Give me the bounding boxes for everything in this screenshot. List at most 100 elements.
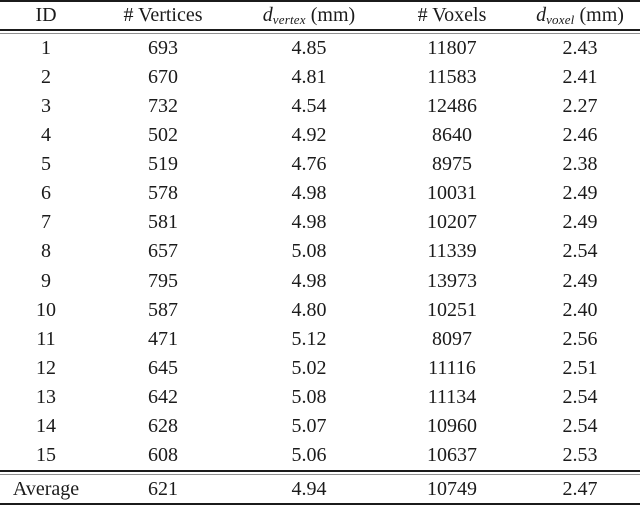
cell-id: 12 xyxy=(36,356,56,379)
header-d-vertex: dvertex (mm) xyxy=(234,4,384,28)
cell-vertices: 642 xyxy=(148,385,178,408)
cell-d-vertex: 4.85 xyxy=(291,37,327,60)
cell-id: 3 xyxy=(41,95,51,118)
cell-d-vertex: 4.76 xyxy=(291,153,327,176)
header-d-voxel: dvoxel (mm) xyxy=(520,4,640,28)
cell-d-voxel: 2.27 xyxy=(562,95,598,118)
cell-id: 9 xyxy=(41,269,51,292)
cell-id: 2 xyxy=(41,66,51,89)
d-voxel-unit: (mm) xyxy=(579,3,624,26)
cell-d-vertex: 4.81 xyxy=(291,66,327,89)
cell-vertices: 578 xyxy=(148,182,178,205)
table-row: 9 795 4.98 13973 2.49 xyxy=(0,267,640,296)
table-row: 14 628 5.07 10960 2.54 xyxy=(0,412,640,441)
average-rule xyxy=(0,470,640,475)
cell-voxels: 10031 xyxy=(427,182,477,205)
average-d-voxel: 2.47 xyxy=(562,477,598,500)
table-row: 7 581 4.98 10207 2.49 xyxy=(0,208,640,237)
cell-vertices: 670 xyxy=(148,66,178,89)
cell-d-vertex: 5.06 xyxy=(291,443,327,466)
table-row: 13 642 5.08 11134 2.54 xyxy=(0,383,640,412)
cell-vertices: 519 xyxy=(148,153,178,176)
cell-voxels: 12486 xyxy=(427,95,477,118)
average-voxels: 10749 xyxy=(427,477,477,500)
table-row: 6 578 4.98 10031 2.49 xyxy=(0,179,640,208)
cell-id: 13 xyxy=(36,385,56,408)
cell-voxels: 11134 xyxy=(427,385,477,408)
cell-d-vertex: 4.98 xyxy=(291,211,327,234)
cell-voxels: 8975 xyxy=(432,153,472,176)
cell-d-vertex: 5.08 xyxy=(291,240,327,263)
cell-d-vertex: 5.08 xyxy=(291,385,327,408)
average-vertices: 621 xyxy=(148,477,178,500)
table-header-row: ID # Vertices dvertex (mm) # Voxels dvoxe… xyxy=(0,2,640,29)
cell-voxels: 8640 xyxy=(432,124,472,147)
cell-d-vertex: 4.54 xyxy=(291,95,327,118)
cell-d-voxel: 2.41 xyxy=(562,66,598,89)
cell-vertices: 657 xyxy=(148,240,178,263)
table-body: 1 693 4.85 11807 2.43 2 670 4.81 11583 2.41 3 732 4.… xyxy=(0,34,640,470)
cell-voxels: 8097 xyxy=(432,327,472,350)
cell-vertices: 502 xyxy=(148,124,178,147)
average-d-vertex: 4.94 xyxy=(291,477,327,500)
cell-voxels: 13973 xyxy=(427,269,477,292)
header-id: ID xyxy=(35,4,57,26)
cell-id: 5 xyxy=(41,153,51,176)
table-row: 8 657 5.08 11339 2.54 xyxy=(0,237,640,266)
table-row: 5 519 4.76 8975 2.38 xyxy=(0,150,640,179)
cell-d-vertex: 5.02 xyxy=(291,356,327,379)
table-row: 3 732 4.54 12486 2.27 xyxy=(0,92,640,121)
cell-id: 8 xyxy=(41,240,51,263)
cell-d-voxel: 2.46 xyxy=(562,124,598,147)
cell-voxels: 11339 xyxy=(427,240,477,263)
cell-id: 7 xyxy=(41,211,51,234)
cell-voxels: 10207 xyxy=(427,211,477,234)
cell-vertices: 581 xyxy=(148,211,178,234)
cell-d-voxel: 2.53 xyxy=(562,443,598,466)
cell-d-voxel: 2.54 xyxy=(562,414,598,437)
cell-d-voxel: 2.49 xyxy=(562,269,598,292)
table-row: 15 608 5.06 10637 2.53 xyxy=(0,441,640,470)
cell-vertices: 608 xyxy=(148,443,178,466)
cell-id: 11 xyxy=(36,327,56,350)
d-vertex-symbol: d xyxy=(262,3,273,26)
cell-id: 1 xyxy=(41,37,51,60)
header-rule xyxy=(0,29,640,34)
cell-vertices: 587 xyxy=(148,298,178,321)
d-vertex-unit: (mm) xyxy=(310,3,356,26)
table-row: 2 670 4.81 11583 2.41 xyxy=(0,63,640,92)
cell-d-voxel: 2.49 xyxy=(562,211,598,234)
average-label: Average xyxy=(12,477,80,500)
table-row: 4 502 4.92 8640 2.46 xyxy=(0,121,640,150)
cell-d-vertex: 4.98 xyxy=(291,182,327,205)
cell-d-vertex: 5.07 xyxy=(291,414,327,437)
table-row: 10 587 4.80 10251 2.40 xyxy=(0,296,640,325)
cell-d-voxel: 2.49 xyxy=(562,182,598,205)
cell-id: 15 xyxy=(36,443,56,466)
average-row: Average 621 4.94 10749 2.47 xyxy=(0,475,640,503)
cell-id: 14 xyxy=(36,414,56,437)
cell-voxels: 10251 xyxy=(427,298,477,321)
cell-d-voxel: 2.40 xyxy=(562,298,598,321)
cell-d-voxel: 2.56 xyxy=(562,327,598,350)
cell-voxels: 11583 xyxy=(427,66,477,89)
cell-vertices: 471 xyxy=(148,327,178,350)
cell-id: 10 xyxy=(36,298,56,321)
table-row: 1 693 4.85 11807 2.43 xyxy=(0,34,640,63)
cell-voxels: 11807 xyxy=(427,37,477,60)
cell-id: 4 xyxy=(41,124,51,147)
cell-d-vertex: 4.80 xyxy=(291,298,327,321)
top-rule xyxy=(0,0,640,2)
cell-d-vertex: 4.92 xyxy=(291,124,327,147)
bottom-rule xyxy=(0,503,640,505)
cell-d-voxel: 2.38 xyxy=(562,153,598,176)
cell-vertices: 693 xyxy=(148,37,178,60)
cell-d-vertex: 4.98 xyxy=(291,269,327,292)
cell-vertices: 795 xyxy=(148,269,178,292)
cell-vertices: 732 xyxy=(148,95,178,118)
table-row: 11 471 5.12 8097 2.56 xyxy=(0,325,640,354)
cell-voxels: 10960 xyxy=(427,414,477,437)
cell-vertices: 645 xyxy=(148,356,178,379)
header-voxels: # Voxels xyxy=(417,4,487,26)
